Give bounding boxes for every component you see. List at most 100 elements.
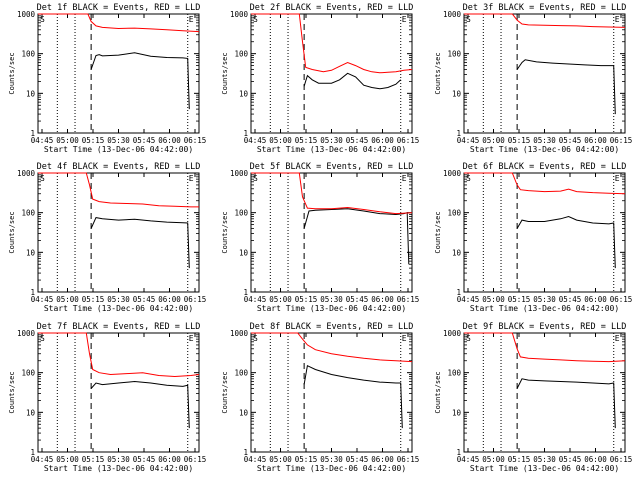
x-tick-label: 04:45 <box>457 455 480 464</box>
y-tick-label: 1 <box>30 288 35 297</box>
x-tick-label: 06:15 <box>397 136 420 145</box>
events-series-line <box>303 208 410 265</box>
x-tick-label: 05:45 <box>559 136 582 145</box>
y-tick-label: 10 <box>26 89 36 98</box>
panel: Det 5f BLACK = Events, RED = LLD 1 10 100 10… <box>221 162 419 313</box>
x-tick-label: 05:30 <box>320 136 343 145</box>
x-tick-label: 06:00 <box>584 295 607 304</box>
x-tick-label: 05:45 <box>133 295 156 304</box>
start-marker: S <box>40 15 45 24</box>
y-tick-label: 100 <box>447 209 461 218</box>
x-tick-label: 04:45 <box>31 455 54 464</box>
x-tick-label: 05:00 <box>269 136 292 145</box>
x-axis-label: Start Time (13-Dec-06 04:42:00) <box>257 145 406 154</box>
panel: Det 9f BLACK = Events, RED = LLD 1 10 100 10… <box>434 322 632 473</box>
x-tick-label: 05:15 <box>508 455 531 464</box>
x-tick-label: 05:00 <box>269 455 292 464</box>
events-series-line <box>516 59 616 115</box>
x-tick-label: 06:15 <box>610 455 633 464</box>
x-tick-label: 05:00 <box>56 136 79 145</box>
y-tick-label: 1000 <box>17 10 36 19</box>
x-axis-label: Start Time (13-Dec-06 04:42:00) <box>257 464 406 473</box>
start-marker: S <box>466 334 471 343</box>
lld-series-line <box>251 13 413 74</box>
x-tick-label: 05:45 <box>346 455 369 464</box>
end-marker: E <box>402 15 407 24</box>
x-tick-label: 05:15 <box>82 455 105 464</box>
panel-title: Det 8f BLACK = Events, RED = LLD <box>250 322 414 332</box>
y-tick-label: 10 <box>452 89 462 98</box>
x-tick-label: 05:15 <box>295 455 318 464</box>
y-tick-label: 100 <box>447 50 461 59</box>
y-tick-label: 1000 <box>230 10 249 19</box>
panel: Det 6f BLACK = Events, RED = LLD 1 10 100 10… <box>434 162 632 313</box>
plot-frame <box>37 13 200 134</box>
panel: Det 2f BLACK = Events, RED = LLD 1 10 100 10… <box>221 3 419 154</box>
x-tick-label: 05:15 <box>82 136 105 145</box>
y-tick-label: 10 <box>239 408 249 417</box>
x-tick-label: 05:30 <box>533 136 556 145</box>
y-tick-label: 1000 <box>17 329 36 338</box>
lld-series-line <box>38 172 199 208</box>
x-tick-label: 04:45 <box>457 136 480 145</box>
end-marker: E <box>615 334 620 343</box>
events-series-line <box>303 364 403 429</box>
y-tick-label: 100 <box>447 369 461 378</box>
x-tick-label: 06:15 <box>184 136 207 145</box>
y-tick-label: 100 <box>21 369 35 378</box>
plot-frame <box>250 332 413 453</box>
events-series-line <box>90 52 190 110</box>
y-axis-label: Counts/sec <box>221 371 229 413</box>
y-tick-label: 1 <box>30 129 35 138</box>
plot-frame <box>37 332 200 453</box>
x-tick-label: 06:15 <box>397 295 420 304</box>
y-tick-label: 1000 <box>230 169 249 178</box>
x-tick-label: 04:45 <box>244 136 267 145</box>
y-tick-label: 1000 <box>443 10 462 19</box>
plot-frame <box>250 172 413 293</box>
x-tick-label: 05:45 <box>133 136 156 145</box>
y-tick-label: 1000 <box>443 329 462 338</box>
x-tick-label: 05:45 <box>133 455 156 464</box>
x-tick-label: 05:00 <box>482 295 505 304</box>
x-axis-label: Start Time (13-Dec-06 04:42:00) <box>470 304 619 313</box>
y-tick-label: 10 <box>26 248 36 257</box>
x-tick-label: 05:45 <box>346 136 369 145</box>
end-marker: E <box>615 15 620 24</box>
end-marker: E <box>189 334 194 343</box>
x-tick-label: 06:00 <box>158 136 181 145</box>
panel-title: Det 6f BLACK = Events, RED = LLD <box>463 162 627 172</box>
end-marker: E <box>615 174 620 183</box>
lld-series-line <box>251 172 413 215</box>
panel: Det 7f BLACK = Events, RED = LLD 1 10 100 10… <box>8 322 206 473</box>
plot-frame <box>463 172 626 293</box>
x-axis-label: Start Time (13-Dec-06 04:42:00) <box>470 464 619 473</box>
plot-frame <box>463 13 626 134</box>
x-tick-label: 05:15 <box>82 295 105 304</box>
events-series-line <box>303 72 402 90</box>
end-marker: E <box>402 174 407 183</box>
x-tick-label: 05:00 <box>56 455 79 464</box>
y-tick-label: 100 <box>21 209 35 218</box>
x-tick-label: 06:00 <box>371 136 394 145</box>
x-tick-label: 05:45 <box>346 295 369 304</box>
panel: Det 8f BLACK = Events, RED = LLD 1 10 100 10… <box>221 322 419 473</box>
y-axis-label: Counts/sec <box>8 211 16 253</box>
x-tick-label: 06:00 <box>371 455 394 464</box>
x-tick-label: 05:30 <box>320 295 343 304</box>
x-tick-label: 06:00 <box>158 455 181 464</box>
plot-frame <box>37 172 200 293</box>
end-marker: E <box>402 334 407 343</box>
panel-title: Det 9f BLACK = Events, RED = LLD <box>463 322 627 332</box>
y-tick-label: 1 <box>243 448 248 457</box>
lld-series-line <box>38 13 200 33</box>
x-axis-label: Start Time (13-Dec-06 04:42:00) <box>470 145 619 154</box>
x-tick-label: 05:15 <box>508 136 531 145</box>
start-marker: S <box>253 174 258 183</box>
x-tick-label: 05:30 <box>107 295 130 304</box>
start-marker: S <box>466 174 471 183</box>
x-axis-label: Start Time (13-Dec-06 04:42:00) <box>44 464 193 473</box>
x-tick-label: 05:30 <box>107 455 130 464</box>
x-tick-label: 05:30 <box>107 136 130 145</box>
x-tick-label: 04:45 <box>244 295 267 304</box>
